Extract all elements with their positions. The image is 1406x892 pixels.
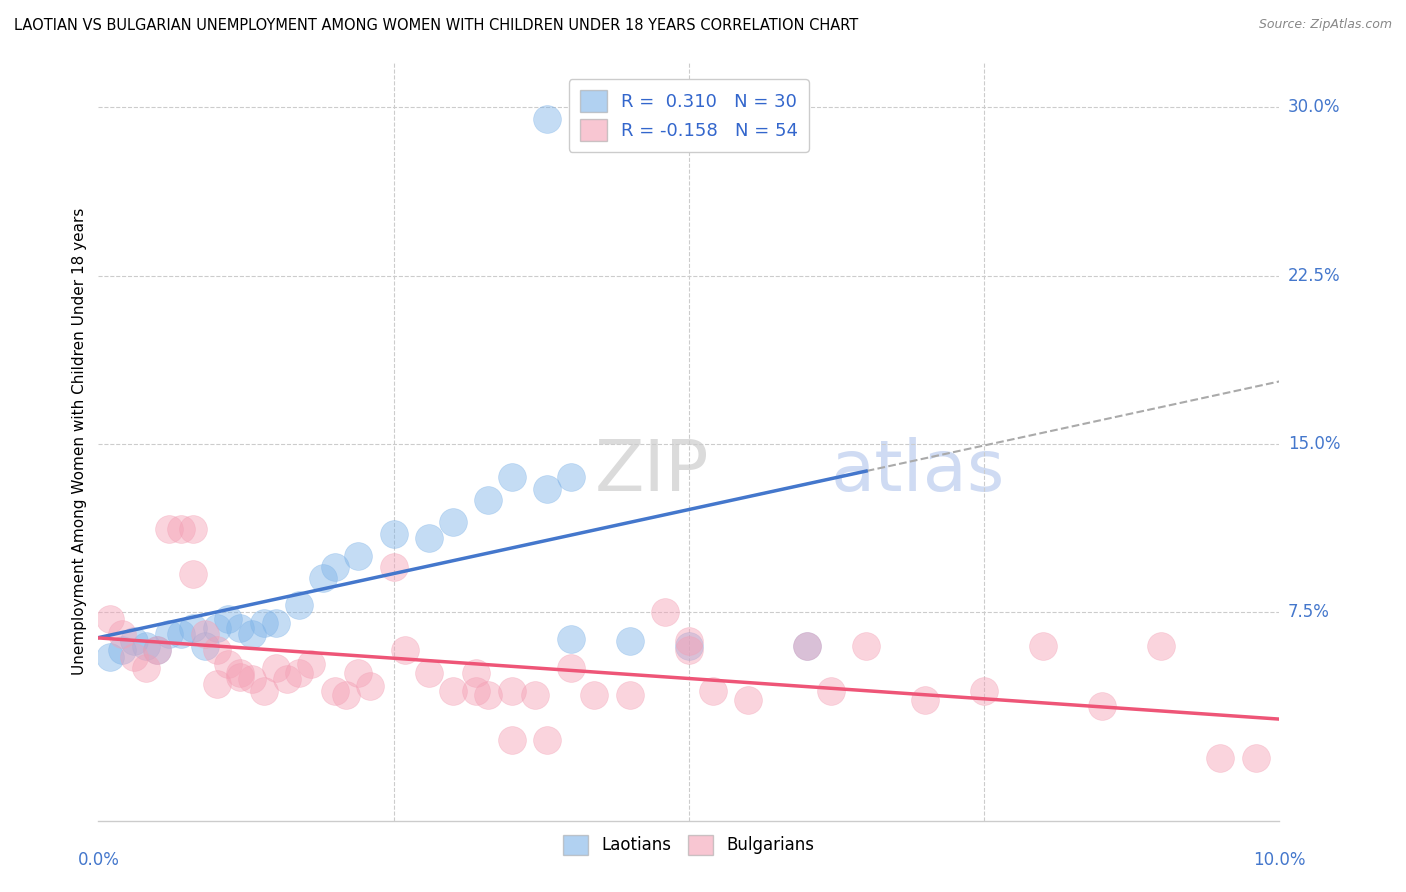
Point bbox=[441, 683, 464, 698]
Point bbox=[820, 683, 842, 698]
Point bbox=[98, 612, 121, 626]
Point bbox=[678, 639, 700, 653]
Point bbox=[323, 683, 346, 698]
Point bbox=[359, 679, 381, 693]
Point bbox=[181, 566, 204, 581]
Point bbox=[181, 621, 204, 635]
Point bbox=[1091, 699, 1114, 714]
Point bbox=[181, 522, 204, 536]
Point bbox=[973, 683, 995, 698]
Point bbox=[702, 683, 724, 698]
Point bbox=[441, 516, 464, 530]
Point bbox=[501, 732, 523, 747]
Point bbox=[135, 639, 157, 653]
Text: LAOTIAN VS BULGARIAN UNEMPLOYMENT AMONG WOMEN WITH CHILDREN UNDER 18 YEARS CORRE: LAOTIAN VS BULGARIAN UNEMPLOYMENT AMONG … bbox=[14, 18, 858, 33]
Point bbox=[276, 673, 298, 687]
Point bbox=[477, 492, 499, 507]
Point bbox=[312, 571, 335, 585]
Point bbox=[619, 634, 641, 648]
Point bbox=[536, 112, 558, 126]
Point bbox=[229, 665, 252, 680]
Point bbox=[536, 732, 558, 747]
Text: Source: ZipAtlas.com: Source: ZipAtlas.com bbox=[1258, 18, 1392, 31]
Point bbox=[157, 522, 180, 536]
Point bbox=[382, 560, 405, 574]
Point bbox=[418, 531, 440, 545]
Point bbox=[122, 634, 145, 648]
Point bbox=[205, 677, 228, 691]
Point bbox=[1150, 639, 1173, 653]
Point bbox=[264, 616, 287, 631]
Point bbox=[914, 692, 936, 706]
Point bbox=[737, 692, 759, 706]
Point bbox=[229, 670, 252, 684]
Point bbox=[560, 470, 582, 484]
Text: atlas: atlas bbox=[831, 437, 1005, 507]
Point bbox=[560, 661, 582, 675]
Point bbox=[501, 470, 523, 484]
Point bbox=[394, 643, 416, 657]
Point bbox=[111, 627, 134, 641]
Point bbox=[135, 661, 157, 675]
Point bbox=[524, 688, 547, 702]
Point bbox=[678, 643, 700, 657]
Point bbox=[335, 688, 357, 702]
Point bbox=[1244, 751, 1267, 765]
Point bbox=[560, 632, 582, 646]
Point bbox=[264, 661, 287, 675]
Point bbox=[253, 683, 276, 698]
Point bbox=[347, 549, 370, 563]
Point bbox=[288, 665, 311, 680]
Point bbox=[536, 482, 558, 496]
Point bbox=[111, 643, 134, 657]
Legend: Laotians, Bulgarians: Laotians, Bulgarians bbox=[557, 828, 821, 862]
Text: 15.0%: 15.0% bbox=[1288, 434, 1340, 453]
Point bbox=[347, 665, 370, 680]
Point bbox=[654, 605, 676, 619]
Point bbox=[501, 683, 523, 698]
Point bbox=[1032, 639, 1054, 653]
Point bbox=[122, 649, 145, 664]
Text: 22.5%: 22.5% bbox=[1288, 267, 1340, 285]
Point bbox=[1209, 751, 1232, 765]
Point bbox=[170, 627, 193, 641]
Point bbox=[98, 649, 121, 664]
Point bbox=[217, 612, 239, 626]
Point bbox=[253, 616, 276, 631]
Point bbox=[205, 621, 228, 635]
Point bbox=[170, 522, 193, 536]
Text: ZIP: ZIP bbox=[595, 437, 709, 507]
Text: 10.0%: 10.0% bbox=[1253, 851, 1306, 869]
Point bbox=[418, 665, 440, 680]
Y-axis label: Unemployment Among Women with Children Under 18 years: Unemployment Among Women with Children U… bbox=[72, 208, 87, 675]
Point bbox=[619, 688, 641, 702]
Text: 30.0%: 30.0% bbox=[1288, 98, 1340, 116]
Point bbox=[477, 688, 499, 702]
Point bbox=[205, 643, 228, 657]
Point bbox=[583, 688, 606, 702]
Point bbox=[299, 657, 322, 671]
Point bbox=[288, 599, 311, 613]
Text: 0.0%: 0.0% bbox=[77, 851, 120, 869]
Point bbox=[465, 665, 488, 680]
Point bbox=[855, 639, 877, 653]
Point bbox=[796, 639, 818, 653]
Point bbox=[229, 621, 252, 635]
Point bbox=[678, 634, 700, 648]
Point bbox=[146, 643, 169, 657]
Point bbox=[157, 627, 180, 641]
Point bbox=[240, 673, 263, 687]
Text: 7.5%: 7.5% bbox=[1288, 603, 1330, 621]
Point bbox=[194, 639, 217, 653]
Point bbox=[194, 627, 217, 641]
Point bbox=[217, 657, 239, 671]
Point bbox=[240, 627, 263, 641]
Point bbox=[796, 639, 818, 653]
Point bbox=[382, 526, 405, 541]
Point bbox=[465, 683, 488, 698]
Point bbox=[323, 560, 346, 574]
Point bbox=[146, 643, 169, 657]
